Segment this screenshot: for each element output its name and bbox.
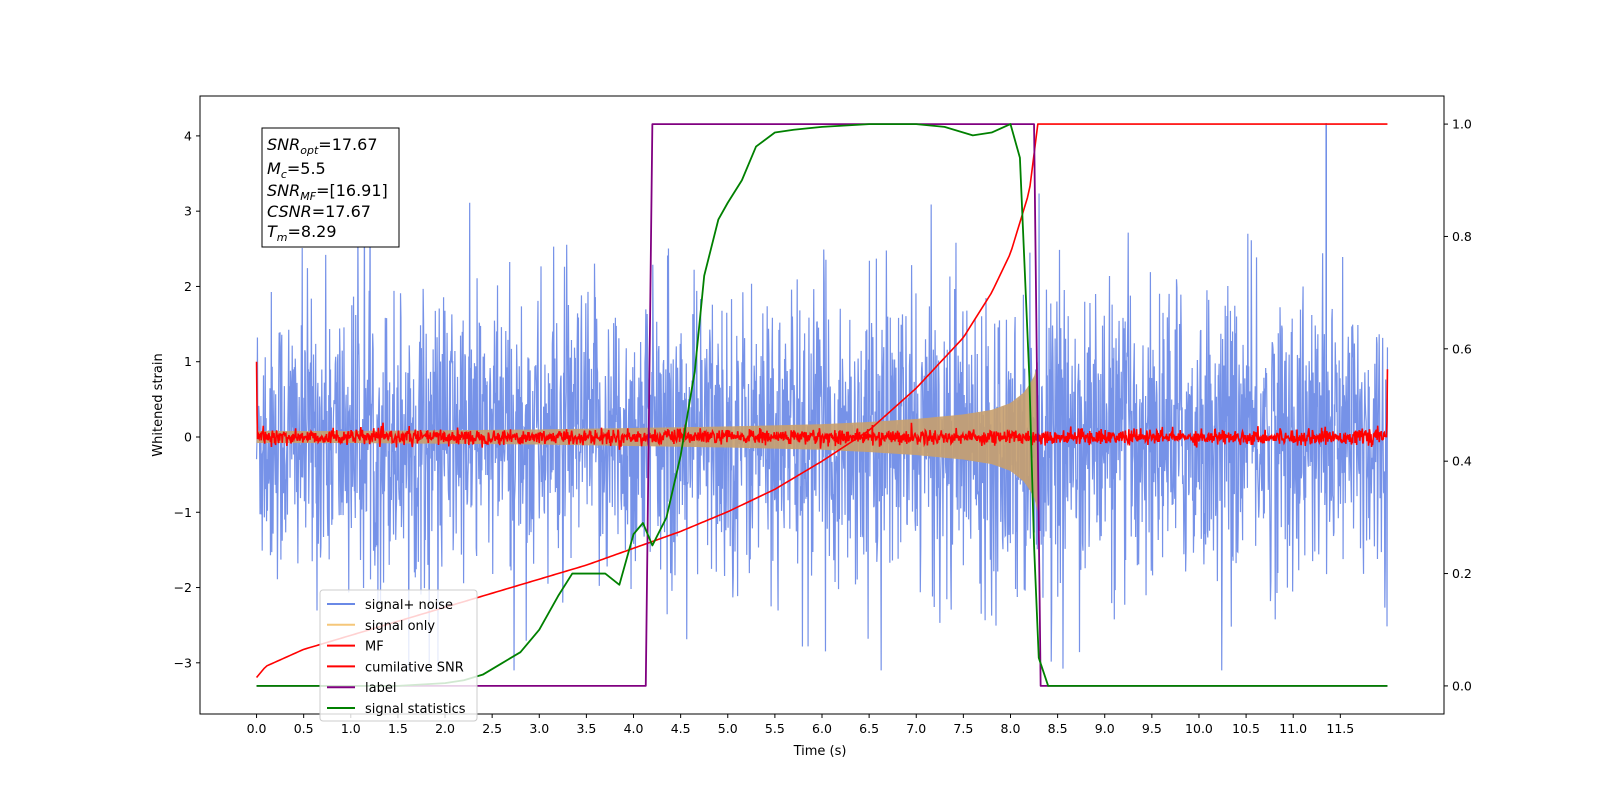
y-axis-label: Whitened strain [151, 353, 166, 456]
x-tick-label: 0.5 [294, 721, 314, 736]
annotation-csnr: CSNR=17.67 [267, 202, 371, 221]
y-tick-label: 4 [184, 128, 192, 143]
x-tick-label: 10.5 [1232, 721, 1260, 736]
x-tick-label: 7.5 [953, 721, 973, 736]
y2-tick-label: 0.8 [1452, 229, 1472, 244]
axes: 0.0 0.5 1.0 1.5 2.0 2.5 3.0 3.5 4.0 4.5 5.0 5.5 6.0 6… [174, 117, 1472, 736]
x-tick-label: 6.0 [812, 721, 832, 736]
y-tick-label: −1 [174, 505, 192, 520]
x-tick-label: 4.0 [624, 721, 644, 736]
legend-entry: signal statistics [365, 702, 466, 717]
y2-tick-label: 0.2 [1452, 566, 1472, 581]
legend-entry: label [365, 681, 396, 696]
x-tick-label: 8.5 [1048, 721, 1068, 736]
y-tick-label: −3 [174, 655, 192, 670]
y-tick-label: 3 [184, 204, 192, 219]
y2-tick-label: 0.6 [1452, 341, 1472, 356]
x-tick-label: 1.0 [341, 721, 361, 736]
y-tick-label: 0 [184, 429, 192, 444]
series-mf-line [255, 361, 1389, 450]
x-tick-label: 8.0 [1001, 721, 1021, 736]
annotation-snr-mf: SNRMF=[16.91] [267, 181, 388, 203]
x-tick-label: 4.5 [671, 721, 691, 736]
x-tick-label: 10.0 [1185, 721, 1213, 736]
x-tick-label: 2.0 [435, 721, 455, 736]
x-tick-label: 3.0 [529, 721, 549, 736]
x-tick-label: 11.5 [1326, 721, 1354, 736]
legend-entry: signal only [365, 619, 435, 634]
x-tick-label: 5.0 [718, 721, 738, 736]
annotation-frame [261, 127, 400, 248]
y-tick-label: 1 [184, 354, 192, 369]
series-signal-statistics-line [256, 123, 1388, 687]
annotation-mc: Mc=5.5 [267, 159, 326, 181]
legend-frame [319, 589, 478, 722]
legend-entry: signal+ noise [365, 598, 453, 613]
x-tick-label: 11.0 [1279, 721, 1307, 736]
y-tick-label: 2 [184, 279, 192, 294]
annotation-snr-opt: SNRopt=17.67 [267, 135, 378, 157]
x-tick-label: 0.0 [247, 721, 267, 736]
y2-tick-label: 1.0 [1452, 117, 1472, 132]
x-tick-label: 7.0 [906, 721, 926, 736]
x-tick-label: 3.5 [576, 721, 596, 736]
annotation-box: SNRopt=17.67 Mc=5.5 SNRMF=[16.91] CSNR=1… [261, 127, 400, 248]
legend-entry: MF [365, 640, 384, 655]
x-tick-label: 5.5 [765, 721, 785, 736]
x-tick-label: 6.5 [859, 721, 879, 736]
x-tick-label: 1.5 [388, 721, 408, 736]
legend: signal+ noise signal only MF cumilative SNR… [319, 589, 478, 722]
legend-entry: cumilative SNR [365, 660, 464, 675]
x-tick-label: 9.5 [1142, 721, 1162, 736]
y2-tick-label: 0.4 [1452, 454, 1472, 469]
x-axis-label: Time (s) [793, 744, 847, 759]
y-tick-label: −2 [174, 580, 192, 595]
x-tick-label: 9.0 [1095, 721, 1115, 736]
annotation-tm: Tm=8.29 [267, 222, 337, 244]
series-signal-noise-line [255, 164, 1389, 671]
y2-tick-label: 0.0 [1452, 678, 1472, 693]
x-tick-label: 2.5 [482, 721, 502, 736]
